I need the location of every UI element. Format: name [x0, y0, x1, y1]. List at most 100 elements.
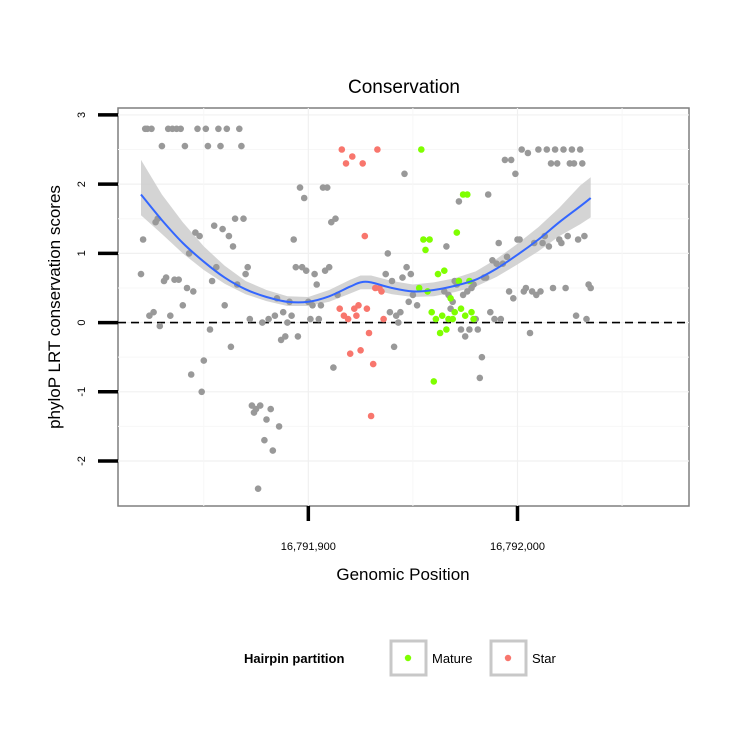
data-point-mature — [422, 246, 429, 254]
data-point-mature — [426, 236, 433, 243]
confidence-ribbon — [141, 159, 591, 306]
data-point-other — [288, 312, 295, 320]
data-point-other — [539, 239, 546, 247]
data-point-other — [263, 416, 270, 423]
data-point-other — [179, 302, 187, 309]
data-point-other — [466, 326, 473, 333]
data-point-other — [403, 263, 410, 271]
data-point-other — [407, 270, 415, 278]
data-point-other — [526, 329, 534, 337]
data-point-star — [365, 329, 373, 337]
data-point-other — [551, 146, 559, 153]
data-point-other — [583, 315, 590, 323]
data-point-other — [505, 288, 513, 295]
data-point-other — [455, 198, 463, 205]
data-point-other — [242, 270, 249, 278]
data-point-star — [342, 160, 350, 167]
data-point-other — [150, 308, 157, 316]
data-point-other — [204, 142, 212, 150]
data-point-other — [215, 125, 222, 133]
data-point-other — [579, 160, 586, 167]
data-point-mature — [464, 191, 471, 198]
legend-dot-star — [504, 654, 512, 662]
chart-title: Conservation — [348, 77, 460, 98]
data-point-other — [558, 239, 565, 247]
data-point-star — [359, 160, 367, 167]
data-point-other — [413, 302, 421, 309]
data-point-mature — [457, 305, 465, 313]
data-point-other — [405, 298, 413, 306]
data-point-other — [269, 447, 277, 454]
data-point-mature — [441, 267, 448, 275]
x-tick-label: 16,792,000 — [490, 541, 545, 553]
data-point-mature — [455, 277, 463, 285]
data-point-other — [487, 308, 494, 316]
y-tick-label: 3 — [76, 112, 88, 118]
data-point-star — [367, 412, 375, 420]
data-point-other — [581, 232, 588, 240]
data-points-layer — [137, 125, 594, 493]
x-tick-label: 16,791,900 — [281, 541, 336, 553]
confidence-ribbon-layer — [141, 159, 591, 306]
data-point-mature — [434, 270, 442, 278]
data-point-other — [518, 146, 525, 153]
data-point-other — [313, 281, 321, 288]
data-point-other — [323, 184, 331, 191]
x-axis-title: Genomic Position — [336, 565, 469, 584]
data-point-other — [307, 315, 314, 323]
data-point-other — [562, 284, 569, 292]
data-point-star — [369, 360, 377, 368]
data-point-other — [167, 312, 174, 320]
data-point-other — [568, 146, 576, 153]
data-point-other — [210, 222, 218, 229]
y-tick-label: 0 — [76, 320, 88, 326]
data-point-other — [553, 160, 561, 167]
data-point-other — [229, 243, 237, 250]
legend: Hairpin partition Mature Star — [244, 639, 557, 677]
data-point-other — [510, 295, 517, 302]
data-point-star — [353, 312, 360, 320]
data-point-other — [491, 315, 498, 323]
data-point-other — [194, 125, 201, 133]
data-point-mature — [470, 315, 477, 323]
data-point-other — [175, 276, 182, 284]
data-point-star — [374, 146, 381, 153]
data-point-mature — [418, 146, 425, 153]
data-point-other — [564, 232, 571, 240]
data-point-other — [524, 149, 532, 157]
data-point-other — [516, 236, 523, 243]
data-point-other — [225, 232, 233, 240]
legend-key-mature — [389, 639, 428, 677]
data-point-mature — [447, 295, 454, 302]
data-point-other — [547, 160, 555, 167]
data-point-other — [290, 236, 298, 243]
data-point-other — [587, 284, 594, 292]
legend-label-mature: Mature — [432, 651, 472, 666]
data-point-other — [177, 125, 184, 133]
x-axis: 16,791,900 16,792,000 — [281, 506, 545, 553]
smooth-curve-layer — [140, 193, 592, 304]
y-tick-label: -2 — [76, 456, 88, 466]
data-point-other — [497, 315, 505, 323]
data-point-other — [202, 125, 210, 133]
data-point-other — [148, 125, 155, 133]
data-point-star — [338, 146, 346, 153]
data-point-other — [501, 156, 509, 164]
data-point-other — [181, 142, 189, 150]
data-point-star — [346, 350, 354, 358]
data-point-mature — [438, 312, 446, 320]
smooth-curve — [140, 193, 592, 304]
data-point-other — [507, 156, 515, 164]
data-point-other — [332, 215, 339, 222]
data-point-other — [382, 270, 390, 278]
y-tick-label: 2 — [76, 181, 88, 187]
y-tick-label: 1 — [76, 250, 88, 256]
data-point-other — [386, 308, 394, 316]
data-point-mature — [468, 308, 475, 316]
y-tick-label: -1 — [76, 387, 88, 397]
data-point-other — [296, 184, 304, 191]
data-point-mature — [428, 308, 436, 316]
data-point-mature — [449, 315, 457, 323]
data-point-other — [196, 232, 203, 240]
